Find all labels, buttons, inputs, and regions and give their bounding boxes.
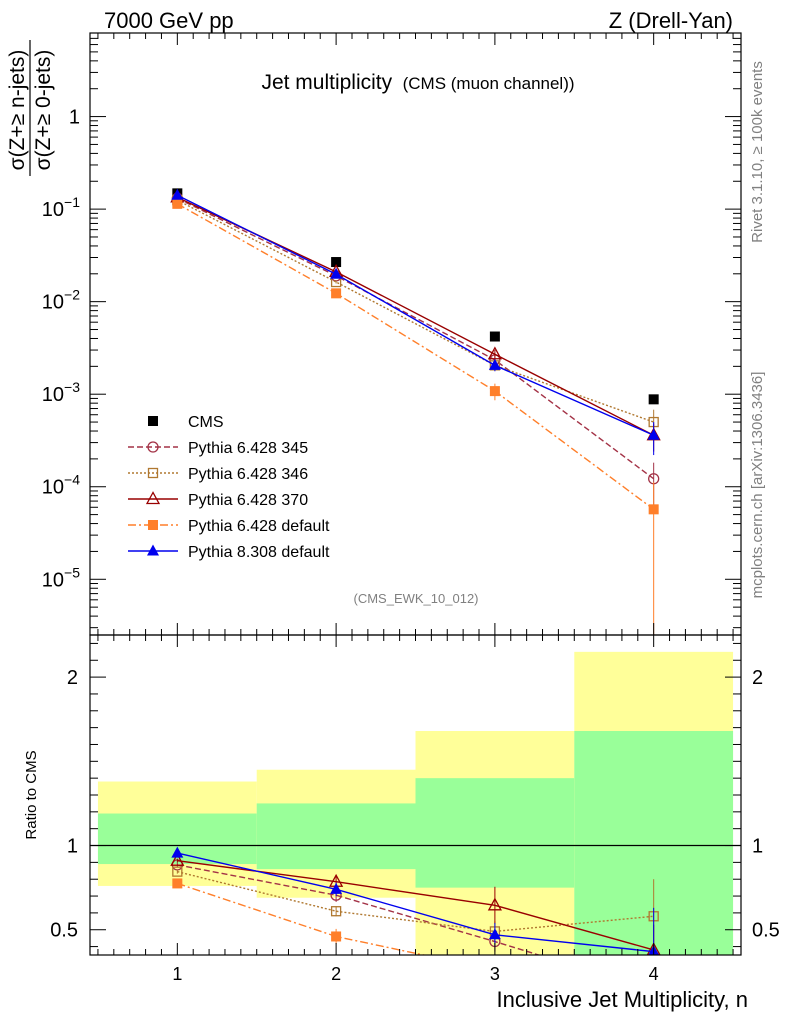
legend-label: Pythia 6.428 345	[188, 440, 308, 457]
legend-marker	[147, 467, 159, 479]
legend-marker	[148, 520, 158, 530]
y-axis-label-denominator: σ(Z+≥ 0-jets)	[32, 50, 55, 171]
legend-marker	[148, 416, 158, 426]
y-axis-label-numerator: σ(Z+≥ n-jets)	[6, 50, 29, 171]
main-series-3	[170, 189, 661, 452]
y-tick-label: 1	[69, 107, 80, 129]
data-point	[489, 331, 500, 342]
series-line	[176, 203, 655, 510]
ratio-point	[331, 931, 342, 942]
ratio-series-3	[172, 878, 427, 955]
ratio-point	[171, 846, 184, 858]
header-left: 7000 GeV pp	[104, 8, 234, 33]
chart-title: Jet multiplicity (CMS (muon channel))	[261, 71, 574, 94]
uncertainty-bands	[97, 651, 734, 955]
ratio-point	[170, 852, 185, 866]
legend-marker	[145, 491, 161, 505]
data-point	[648, 504, 659, 515]
legend-label: Pythia 8.308 default	[188, 544, 330, 561]
legend-item: Pythia 6.428 default	[128, 518, 330, 535]
data-point	[171, 188, 184, 200]
data-point	[488, 358, 501, 370]
ratio-line	[177, 870, 654, 933]
legend-label: Pythia 6.428 370	[188, 492, 308, 509]
ratio-y-ticks	[90, 642, 741, 948]
mcplots-label: mcplots.cern.ch [arXiv:1306.3436]	[749, 372, 766, 599]
ratio-y-axis-label: Ratio to CMS	[23, 750, 40, 839]
y-tick-label: 10−2	[42, 287, 80, 314]
ratio-x-ticks	[97, 635, 734, 955]
legend-marker	[147, 544, 159, 556]
legend-item: Pythia 8.308 default	[128, 544, 330, 561]
ratio-line	[177, 864, 542, 955]
x-axis-label: Inclusive Jet Multiplicity, n	[497, 987, 748, 1012]
legend-label: CMS	[188, 414, 224, 431]
legend: CMS Pythia 6.428 345 Pythia 6.428 346 Pythi…	[128, 414, 330, 561]
data-point	[172, 198, 183, 209]
main-series-0	[172, 188, 659, 405]
ratio-point	[330, 906, 342, 917]
data-point	[489, 386, 500, 397]
ratio-y-tick-label-left: 1	[67, 836, 78, 858]
band-green	[256, 803, 416, 870]
series-line	[177, 194, 654, 436]
main-x-ticks	[97, 33, 734, 635]
x-tick-label: 3	[490, 964, 500, 984]
ratio-point	[488, 928, 501, 940]
legend-item: Pythia 6.428 346	[128, 466, 308, 483]
chart-title-main: Jet multiplicity	[261, 71, 392, 94]
main-y-ticks	[90, 32, 741, 629]
ratio-y-tick-label-right: 0.5	[752, 920, 780, 942]
ratio-y-tick-label-left: 0.5	[50, 920, 78, 942]
series-line	[177, 196, 654, 436]
data-point	[331, 288, 342, 299]
analysis-label: (CMS_EWK_10_012)	[354, 591, 479, 606]
ratio-y-tick-label-left: 2	[67, 667, 78, 689]
legend-label: Pythia 6.428 default	[188, 518, 330, 535]
main-series-5	[171, 188, 660, 456]
ratio-line	[177, 882, 427, 955]
ratio-point	[172, 866, 183, 877]
series-line	[177, 199, 654, 423]
header-right: Z (Drell-Yan)	[609, 8, 733, 33]
data-point	[647, 428, 660, 440]
y-tick-label: 10−3	[42, 379, 80, 406]
main-series-4	[172, 198, 659, 635]
ratio-point	[330, 882, 343, 894]
legend-item: Pythia 6.428 345	[128, 440, 308, 457]
ratio-plot: 1 2 3 4 0.5 0.5 1 1 2 2	[50, 634, 780, 984]
ratio-line	[177, 852, 654, 953]
y-tick-label: 10−1	[42, 194, 80, 221]
y-tick-label: 10−4	[42, 472, 80, 499]
series-line	[177, 197, 655, 480]
ratio-y-tick-label-right: 2	[752, 667, 763, 689]
main-plot: 10−5 10−4 10−3 10−2 10−1 1	[42, 32, 742, 636]
x-tick-label: 2	[331, 964, 341, 984]
data-point	[330, 267, 343, 279]
data-point	[331, 257, 342, 268]
legend-label: Pythia 6.428 346	[188, 466, 308, 483]
band-green	[415, 778, 575, 888]
x-tick-label: 4	[649, 964, 659, 984]
data-point	[648, 394, 659, 405]
y-tick-label: 10−5	[42, 564, 80, 591]
ratio-y-tick-label-right: 1	[752, 836, 763, 858]
x-tick-label: 1	[172, 964, 182, 984]
rivet-label: Rivet 3.1.10, ≥ 100k events	[749, 61, 766, 243]
legend-marker	[147, 441, 159, 453]
legend-item: CMS	[148, 414, 224, 431]
chart-subtitle: (CMS (muon channel))	[403, 74, 575, 93]
ratio-point	[487, 897, 502, 911]
data-point	[487, 346, 502, 360]
legend-item: Pythia 6.428 370	[128, 491, 308, 509]
ratio-point	[172, 878, 183, 889]
